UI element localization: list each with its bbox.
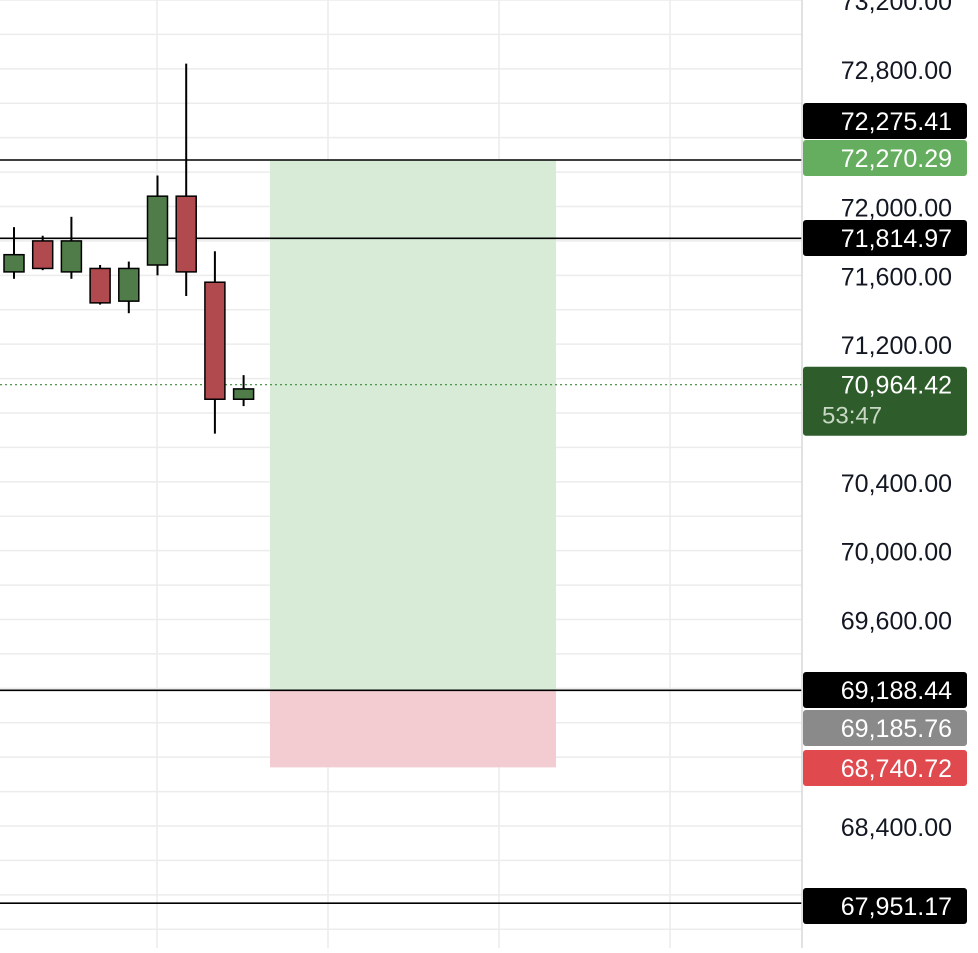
price-label-box <box>803 672 967 708</box>
candle <box>89 265 111 305</box>
candle-body <box>232 388 255 400</box>
candle <box>3 227 25 279</box>
price-label-text: 68,740.72 <box>841 755 952 783</box>
candle <box>60 216 83 279</box>
candle-body <box>118 267 140 302</box>
position-profit-zone[interactable] <box>270 159 556 691</box>
price-label: 69,188.44 <box>803 672 967 708</box>
price-label-box <box>803 140 967 176</box>
price-label: 72,275.41 <box>803 103 967 139</box>
price-label-box <box>803 710 967 746</box>
price-tick-label: 70,400.00 <box>841 470 952 498</box>
price-label-box <box>803 750 967 786</box>
price-tick-label: 72,800.00 <box>841 57 952 85</box>
price-label: 67,951.17 <box>803 888 967 924</box>
price-label-text: 72,275.41 <box>841 108 952 136</box>
price-label: 71,814.97 <box>803 220 967 256</box>
candles <box>3 63 255 434</box>
price-tick-label: 69,600.00 <box>841 608 952 636</box>
price-labels: 72,275.41 72,270.29 71,814.97 69,188.44 69,1… <box>803 103 967 924</box>
position-loss-zone[interactable] <box>270 690 556 768</box>
candle <box>31 235 54 271</box>
current-price-label: 70,964.42 53:47 <box>803 366 967 436</box>
current-price-text: 70,964.42 <box>841 372 952 400</box>
candle <box>175 63 197 296</box>
position-tool[interactable] <box>270 159 556 768</box>
price-label: 72,270.29 <box>803 140 967 176</box>
price-tick-label: 70,000.00 <box>841 539 952 567</box>
candle-body <box>60 240 83 273</box>
candle-body <box>175 195 197 273</box>
price-label: 68,740.72 <box>803 750 967 786</box>
candle <box>204 251 226 434</box>
price-label-text: 69,188.44 <box>841 677 952 705</box>
price-label-box <box>803 888 967 924</box>
candle <box>118 261 140 314</box>
price-axis[interactable]: 73,200.00 72,800.00 72,000.00 71,600.00 71,2… <box>801 0 952 948</box>
price-label-text: 72,270.29 <box>841 145 952 173</box>
price-tick-label: 68,400.00 <box>841 814 952 842</box>
price-tick-label: 72,000.00 <box>841 195 952 223</box>
price-label-text: 71,814.97 <box>841 225 952 253</box>
candle-body <box>146 195 169 266</box>
candle-body <box>31 240 54 270</box>
price-tick-label: 73,200.00 <box>841 0 952 16</box>
price-label-box <box>803 220 967 256</box>
candle-body <box>89 267 111 304</box>
candle <box>232 375 255 407</box>
bar-countdown: 53:47 <box>822 403 882 430</box>
price-tick-label: 71,600.00 <box>841 263 952 291</box>
price-tick-label: 71,200.00 <box>841 332 952 360</box>
price-label-box <box>803 103 967 139</box>
price-label-text: 67,951.17 <box>841 893 952 921</box>
candle-body <box>204 281 226 400</box>
price-label: 69,185.76 <box>803 710 967 746</box>
candle-body <box>3 253 25 273</box>
price-label-text: 69,185.76 <box>841 715 952 743</box>
current-price-box <box>803 366 967 436</box>
candle <box>146 175 169 276</box>
horizontal-lines[interactable] <box>0 159 802 905</box>
